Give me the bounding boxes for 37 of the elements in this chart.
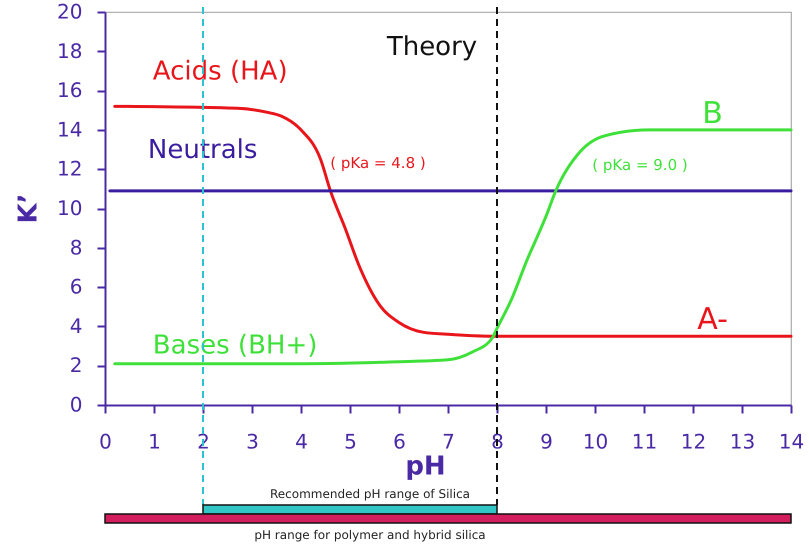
x-tick-label: 14 [778,430,804,454]
annotation: ( pKa = 9.0 ) [592,156,688,174]
series-label: Acids (HA) [152,56,288,86]
y-tick-label: 4 [70,314,82,338]
y-tick-label: 20 [57,0,82,24]
y-tick-label: 14 [57,117,82,142]
y-axis-title: K’ [14,193,44,224]
x-tick-label: 12 [680,430,706,454]
line-series [113,128,792,366]
x-axis-title: pH [405,452,446,482]
y-tick-label: 10 [57,196,82,220]
x-tick-label: 10 [582,430,608,454]
annotation: A- [697,302,728,338]
y-tick-label: 6 [70,274,82,299]
x-tick-label: 9 [540,430,553,454]
text: Theory [386,32,478,62]
category-label: Recommended pH range of Silica [270,487,470,501]
annotation: ( pKa = 4.8 ) [330,154,426,172]
series-label: Bases (BH+) [152,330,318,361]
y-tick-label: 16 [57,78,82,102]
x-tick-label: 5 [344,430,357,454]
x-tick-label: 0 [99,430,112,454]
x-tick-label: 6 [393,430,406,454]
x-tick-label: 4 [295,430,308,454]
y-tick-label: 12 [57,156,82,181]
y-tick-label: 2 [70,353,82,378]
x-tick-label: 13 [730,430,756,454]
category-label: pH range for polymer and hybrid silica [254,528,486,542]
x-tick-label: 1 [148,430,161,454]
y-tick-label: 8 [70,235,82,260]
x-tick-label: 3 [246,430,259,454]
series-label: Neutrals [148,134,258,165]
y-tick-label: 0 [70,392,82,416]
annotation: B [702,96,723,131]
y-tick-label: 18 [57,38,82,63]
x-tick-label: 7 [442,430,455,454]
x-tick-label: 11 [632,430,658,454]
